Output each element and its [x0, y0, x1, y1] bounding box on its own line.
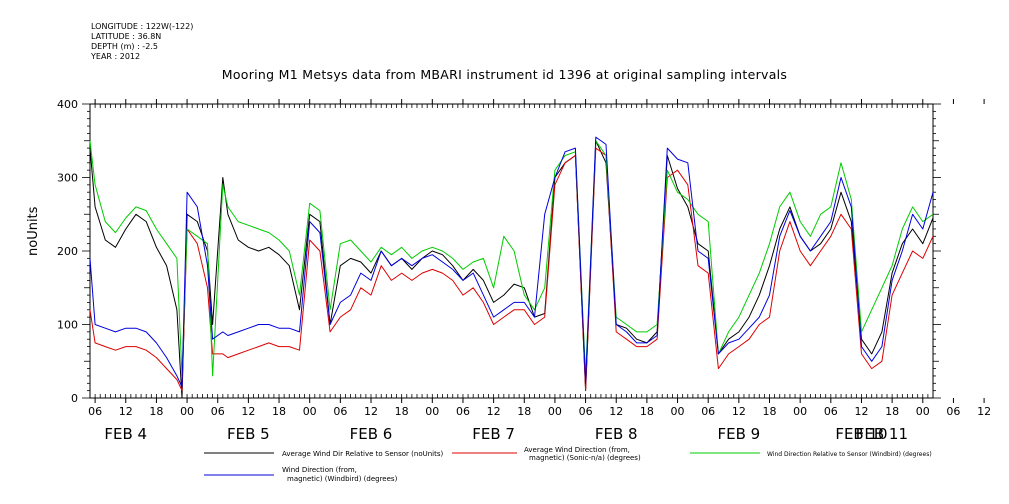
x-hour-tick-label: 12 — [609, 405, 623, 418]
x-hour-tick-label: 00 — [548, 405, 562, 418]
latitude-label: LATITUDE : 36.8N — [91, 32, 162, 41]
y-tick-label: 0 — [71, 392, 78, 405]
x-hour-tick-label: 18 — [1008, 405, 1009, 418]
x-hour-tick-label: 06 — [333, 405, 347, 418]
series-line-4 — [89, 136, 934, 388]
x-day-label: FEB 9 — [717, 425, 760, 443]
x-hour-tick-label: 12 — [732, 405, 746, 418]
chart-title: Mooring M1 Metsys data from MBARI instru… — [221, 67, 788, 82]
x-hour-tick-label: 12 — [854, 405, 868, 418]
x-hour-tick-label: 00 — [425, 405, 439, 418]
x-hour-tick-label: 18 — [517, 405, 531, 418]
x-day-label: FEB 4 — [104, 425, 147, 443]
x-hour-tick-label: 12 — [977, 405, 991, 418]
series-line-3 — [89, 140, 934, 377]
x-hour-tick-label: 00 — [916, 405, 930, 418]
series-line-1 — [89, 140, 934, 399]
x-hour-tick-label: 00 — [303, 405, 317, 418]
x-hour-tick-label: 06 — [701, 405, 715, 418]
axes: 06 12 18 00 06 12 18 00 06 12 18 00 06 12 18 00 06 12 18 00… — [57, 98, 1009, 443]
legend-label-blue-line1: Wind Direction (from, — [282, 466, 357, 474]
series-layer — [89, 136, 934, 399]
x-hour-tick-label: 00 — [793, 405, 807, 418]
x-day-label: FEB 6 — [350, 425, 393, 443]
x-day-label: FEB 8 — [595, 425, 638, 443]
x-hour-tick-label: 00 — [671, 405, 685, 418]
legend-label-black: Average Wind Dir Relative to Sensor (noU… — [282, 450, 443, 458]
series-line-2 — [89, 147, 934, 392]
x-day-label: FEB 7 — [472, 425, 515, 443]
x-hour-tick-label: 12 — [487, 405, 501, 418]
y-tick-label: 200 — [57, 245, 78, 258]
x-hour-tick-label: 06 — [824, 405, 838, 418]
x-hour-tick-label: 18 — [149, 405, 163, 418]
x-hour-tick-label: 06 — [88, 405, 102, 418]
x-hour-tick-label: 06 — [946, 405, 960, 418]
x-hour-tick-label: 18 — [640, 405, 654, 418]
x-hour-tick-label: 18 — [763, 405, 777, 418]
year-label: YEAR : 2012 — [91, 52, 141, 61]
x-hour-tick-label: 06 — [456, 405, 470, 418]
x-hour-tick-label: 12 — [364, 405, 378, 418]
legend-label-red-line1: Average Wind Direction (from, — [524, 446, 630, 454]
x-hour-tick-label: 06 — [579, 405, 593, 418]
x-hour-tick-label: 18 — [885, 405, 899, 418]
x-day-label: FEB 10 — [835, 425, 887, 443]
legend: Average Wind Dir Relative to Sensor (noU… — [204, 446, 932, 483]
x-hour-tick-label: 12 — [241, 405, 255, 418]
legend-label-green: Wind Direction Relative to Sensor (Windb… — [767, 451, 932, 458]
x-day-label: FEB 11 — [856, 425, 908, 443]
y-tick-label: 400 — [57, 98, 78, 111]
x-hour-tick-label: 06 — [211, 405, 225, 418]
depth-label: DEPTH (m) : -2.5 — [91, 42, 158, 51]
x-hour-tick-label: 18 — [395, 405, 409, 418]
x-day-label: FEB 5 — [227, 425, 270, 443]
y-tick-label: 300 — [57, 172, 78, 185]
x-hour-tick-label: 00 — [180, 405, 194, 418]
legend-label-red-line2: magnetic) (Sonic-n/a) (degrees) — [529, 454, 641, 462]
longitude-label: LONGITUDE : 122W(-122) — [91, 22, 194, 31]
x-hour-tick-label: 12 — [119, 405, 133, 418]
x-hour-tick-label: 18 — [272, 405, 286, 418]
y-tick-label: 100 — [57, 319, 78, 332]
legend-label-blue-line2: magnetic) (Windbird) (degrees) — [287, 475, 398, 483]
